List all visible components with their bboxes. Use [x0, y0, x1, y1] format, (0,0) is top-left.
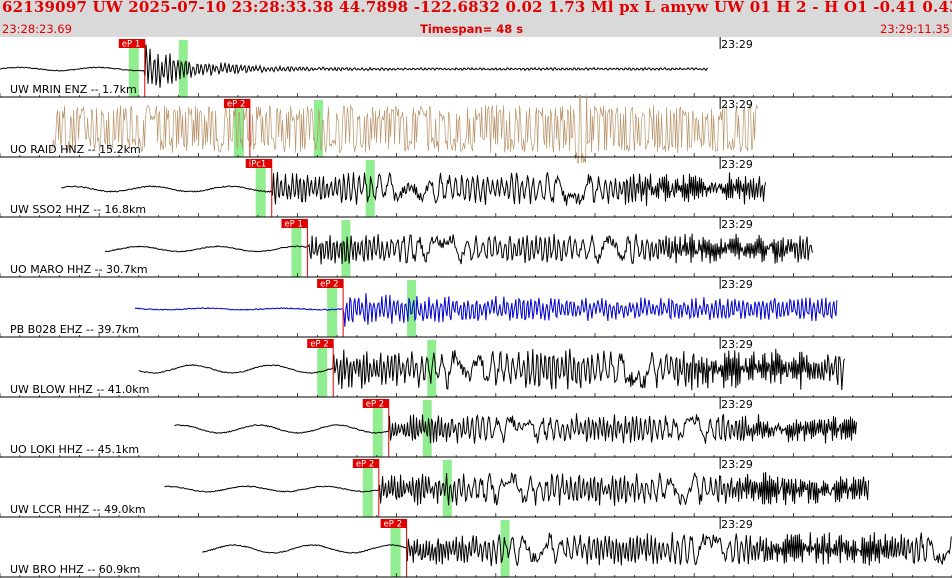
station-label: UW LCCR HHZ -- 49.0km: [10, 503, 146, 516]
station-label: PB B028 EHZ -- 39.7km: [10, 323, 139, 336]
pick-window: [255, 168, 266, 217]
trace-panel[interactable]: eP 2 23:29 UO LOKI HHZ -- 45.1km: [0, 397, 952, 458]
station-label: UW SSO2 HHZ -- 16.8km: [10, 203, 146, 216]
pick-label: eP 2: [227, 100, 245, 110]
station-label: UO LOKI HHZ -- 45.1km: [10, 443, 139, 456]
minute-label: 23:29: [721, 158, 753, 171]
secondary-window: [178, 40, 188, 97]
station-label: UW MRIN ENZ -- 1.7km: [10, 83, 137, 96]
pick-label: eP 1: [122, 40, 140, 50]
waveform: [202, 532, 952, 567]
secondary-window: [407, 280, 417, 337]
pick-marker[interactable]: [352, 459, 379, 468]
pick-marker[interactable]: [317, 279, 344, 288]
minute-label: 23:29: [721, 98, 753, 111]
pick-label: iPc1: [249, 160, 267, 170]
window-start-time: 23:28:23.69: [2, 22, 72, 36]
trace-panel[interactable]: eP 1 23:29 UW MRIN ENZ -- 1.7km: [0, 37, 952, 98]
waveform: [0, 44, 709, 88]
minute-label: 23:29: [721, 398, 753, 411]
pick-marker[interactable]: [223, 99, 250, 108]
minute-label: 23:29: [721, 338, 753, 351]
trace-panel[interactable]: eP 2 23:29 PB B028 EHZ -- 39.7km: [0, 277, 952, 338]
minute-label: 23:29: [721, 218, 753, 231]
trace-panel[interactable]: eP 2 23:29 UW LCCR HHZ -- 49.0km: [0, 457, 952, 518]
minute-label: 23:29: [721, 518, 753, 531]
waveform: [134, 293, 838, 327]
minute-label: 23:29: [721, 278, 753, 291]
trace-panel[interactable]: eP 2 23:29 UW BRO HHZ -- 60.9km: [0, 517, 952, 578]
window-end-time: 23:29:11.35: [880, 22, 950, 36]
secondary-window: [422, 400, 432, 457]
station-label: UW BRO HHZ -- 60.9km: [10, 563, 140, 576]
pick-window: [233, 108, 244, 157]
pick-label: eP 2: [366, 400, 384, 410]
waveform: [105, 233, 814, 265]
pick-window: [327, 288, 338, 337]
waveform: [138, 348, 846, 391]
timespan-label: Timespan= 48 s: [420, 22, 524, 36]
station-label: UO RAID HNZ -- 15.2km: [10, 143, 141, 156]
trace-panel[interactable]: eP 1 23:29 UO MARO HHZ -- 30.7km: [0, 217, 952, 278]
pick-marker[interactable]: [281, 219, 308, 228]
trace-panel[interactable]: iPc1 23:29 UW SSO2 HHZ -- 16.8km: [0, 157, 952, 218]
secondary-window: [341, 220, 351, 277]
minute-label: 23:29: [721, 38, 753, 51]
trace-panel[interactable]: eP 2 23:29 UO RAID HNZ -- 15.2km: [0, 94, 952, 164]
event-summary: 62139097 UW 2025-07-10 23:28:33.38 44.78…: [2, 0, 952, 16]
pick-marker[interactable]: [118, 39, 145, 48]
pick-label: eP 2: [384, 520, 402, 530]
minute-label: 23:29: [721, 458, 753, 471]
pick-marker[interactable]: [380, 519, 407, 528]
pick-window: [317, 348, 328, 397]
pick-window: [362, 468, 373, 517]
pick-label: eP 1: [284, 220, 302, 230]
pick-window: [128, 48, 139, 97]
pick-label: eP 2: [310, 340, 328, 350]
pick-label: eP 2: [356, 460, 374, 470]
pick-window: [291, 228, 302, 277]
trace-panel[interactable]: eP 2 23:29 UW BLOW HHZ -- 41.0km: [0, 337, 952, 398]
waveform: [164, 471, 870, 506]
waveform: [174, 413, 857, 444]
secondary-window: [313, 100, 323, 157]
pick-marker[interactable]: [307, 339, 334, 348]
event-header: 62139097 UW 2025-07-10 23:28:33.38 44.78…: [0, 0, 952, 37]
pick-label: eP 2: [320, 280, 338, 290]
waveform: [61, 171, 766, 206]
pick-window: [390, 528, 401, 577]
pick-marker[interactable]: [362, 399, 389, 408]
pick-marker[interactable]: [245, 159, 272, 168]
station-label: UW BLOW HHZ -- 41.0km: [10, 383, 149, 396]
station-label: UO MARO HHZ -- 30.7km: [10, 263, 148, 276]
waveform: [51, 94, 758, 164]
secondary-window: [500, 520, 510, 577]
